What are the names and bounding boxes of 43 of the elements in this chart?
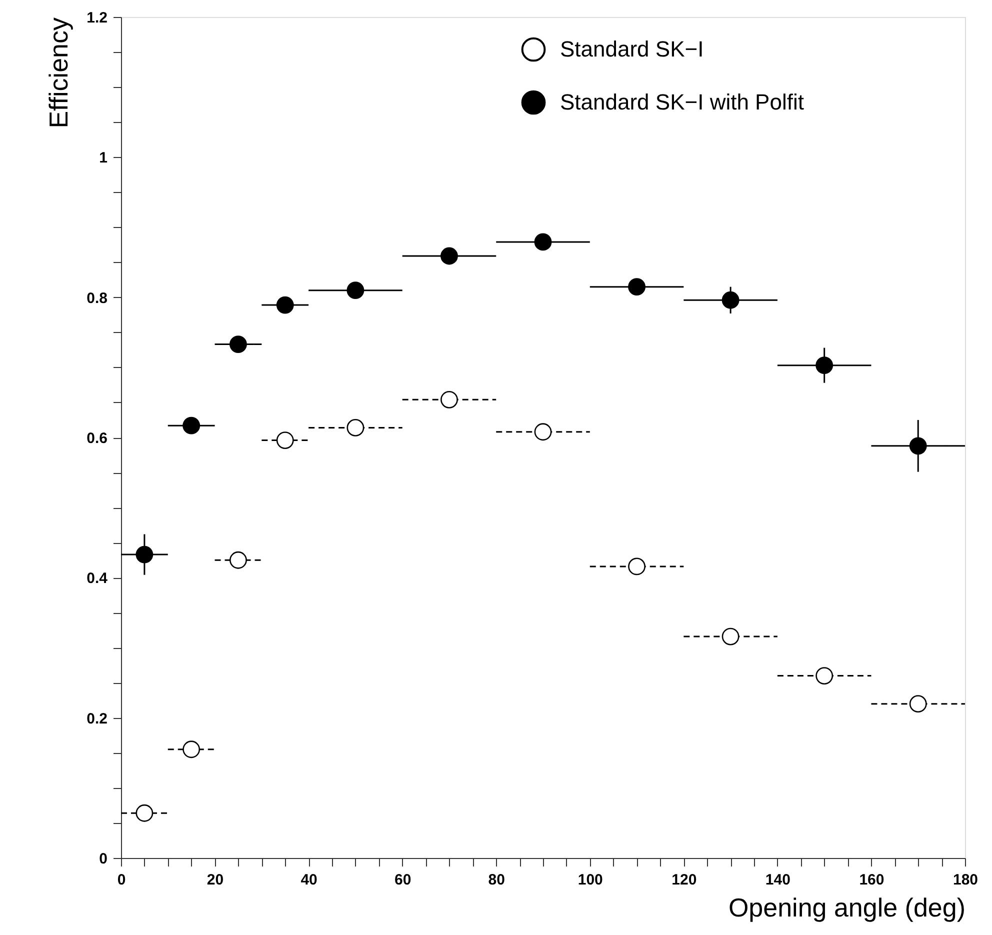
point [276,296,294,314]
point [909,437,927,455]
point [628,558,646,576]
legend-label: Standard SK−I [560,36,704,62]
x-tick-label: 180 [952,872,978,888]
x-tick-label: 80 [488,872,505,888]
point [230,551,247,569]
point [534,233,552,251]
y-tick-label: 0.2 [86,710,108,728]
x-tick-label: 0 [117,872,126,888]
point [346,282,364,300]
point [182,416,200,434]
y-tick-label: 0 [99,850,108,868]
y-tick-label: 1.2 [86,10,108,26]
point [816,356,834,374]
legend-label: Standard SK−I with Polfit [560,90,804,114]
x-axis-title: Opening angle (deg) [728,892,966,922]
y-tick-label: 1 [99,150,108,167]
x-tick-label: 100 [578,872,603,888]
point [136,546,154,564]
x-tick-label: 140 [765,872,790,888]
point [722,291,740,309]
x-tick-label: 120 [672,872,697,888]
x-tick-label: 160 [859,872,884,888]
y-tick-label: 0.6 [86,430,108,447]
x-tick-label: 40 [300,872,318,888]
y-tick-label: 0.4 [86,570,108,588]
x-tick-label: 60 [394,872,412,888]
point [534,423,552,441]
point [909,695,927,713]
point [722,628,740,646]
point [276,432,294,449]
y-tick-label: 0.8 [86,290,108,307]
point [816,667,834,684]
y-axis-title: Efficiency [44,18,74,128]
point [628,278,646,296]
point [230,336,247,353]
x-tick-label: 20 [206,872,224,888]
point [440,390,458,408]
point [136,804,154,822]
point [440,247,458,265]
point [182,740,200,758]
point [346,418,364,436]
